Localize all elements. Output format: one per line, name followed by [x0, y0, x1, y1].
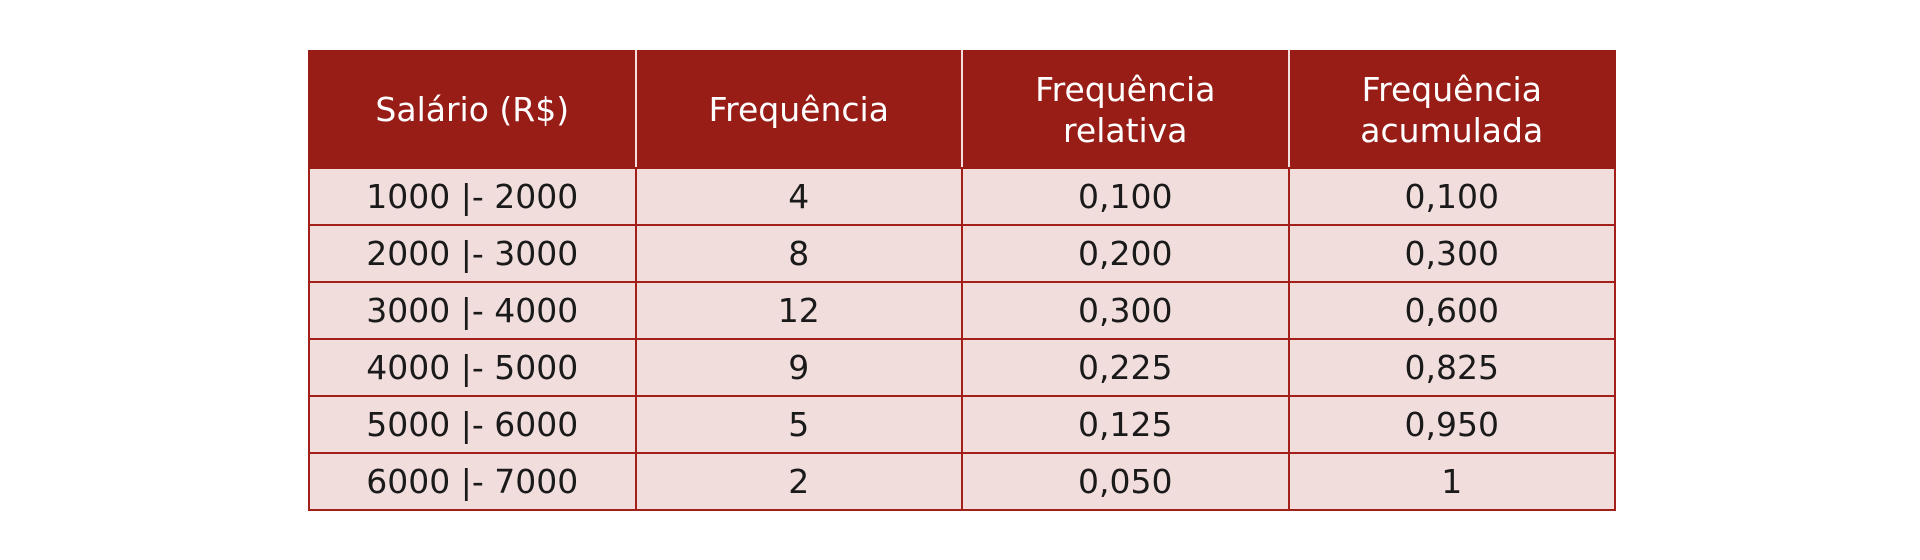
cell-cumulative-frequency: 0,600: [1287, 281, 1616, 340]
cell-frequency: 12: [634, 281, 963, 340]
header-cumulative-frequency-line-2: acumulada: [1360, 110, 1544, 150]
header-frequency: Frequência: [634, 50, 963, 169]
cell-relative-frequency: 0,225: [961, 338, 1290, 397]
cell-frequency: 2: [634, 452, 963, 511]
cell-cumulative-frequency: 0,950: [1287, 395, 1616, 454]
table-row: 3000 |- 4000 12 0,300 0,600: [308, 281, 1616, 340]
table-row: 2000 |- 3000 8 0,200 0,300: [308, 224, 1616, 283]
cell-salary-range: 6000 |- 7000: [308, 452, 637, 511]
header-salary: Salário (R$): [308, 50, 637, 169]
cell-salary-range: 3000 |- 4000: [308, 281, 637, 340]
cell-frequency: 8: [634, 224, 963, 283]
frequency-table: Salário (R$) Frequência Frequência relat…: [308, 50, 1616, 511]
table-header: Salário (R$) Frequência Frequência relat…: [308, 50, 1616, 169]
cell-cumulative-frequency: 0,100: [1287, 167, 1616, 226]
table-row: 6000 |- 7000 2 0,050 1: [308, 452, 1616, 511]
cell-salary-range: 4000 |- 5000: [308, 338, 637, 397]
header-relative-frequency-line-2: relativa: [1063, 110, 1188, 150]
header-salary-line-1: Salário (R$): [375, 90, 570, 129]
cell-cumulative-frequency: 0,825: [1287, 338, 1616, 397]
table-body: 1000 |- 2000 4 0,100 0,100 2000 |- 3000 …: [308, 167, 1616, 511]
header-cumulative-frequency: Frequência acumulada: [1287, 50, 1616, 169]
cell-cumulative-frequency: 1: [1287, 452, 1616, 511]
header-cumulative-frequency-line-1: Frequência: [1361, 69, 1542, 109]
cell-frequency: 9: [634, 338, 963, 397]
table-row: 1000 |- 2000 4 0,100 0,100: [308, 167, 1616, 226]
cell-relative-frequency: 0,300: [961, 281, 1290, 340]
table-row: 4000 |- 5000 9 0,225 0,825: [308, 338, 1616, 397]
cell-relative-frequency: 0,125: [961, 395, 1290, 454]
table-row: 5000 |- 6000 5 0,125 0,950: [308, 395, 1616, 454]
cell-cumulative-frequency: 0,300: [1287, 224, 1616, 283]
cell-salary-range: 2000 |- 3000: [308, 224, 637, 283]
cell-frequency: 4: [634, 167, 963, 226]
header-relative-frequency-line-1: Frequência: [1035, 69, 1216, 109]
cell-relative-frequency: 0,200: [961, 224, 1290, 283]
cell-salary-range: 5000 |- 6000: [308, 395, 637, 454]
header-relative-frequency: Frequência relativa: [961, 50, 1290, 169]
header-row: Salário (R$) Frequência Frequência relat…: [308, 50, 1616, 169]
cell-relative-frequency: 0,100: [961, 167, 1290, 226]
cell-relative-frequency: 0,050: [961, 452, 1290, 511]
cell-frequency: 5: [634, 395, 963, 454]
cell-salary-range: 1000 |- 2000: [308, 167, 637, 226]
header-frequency-line-1: Frequência: [708, 90, 889, 129]
